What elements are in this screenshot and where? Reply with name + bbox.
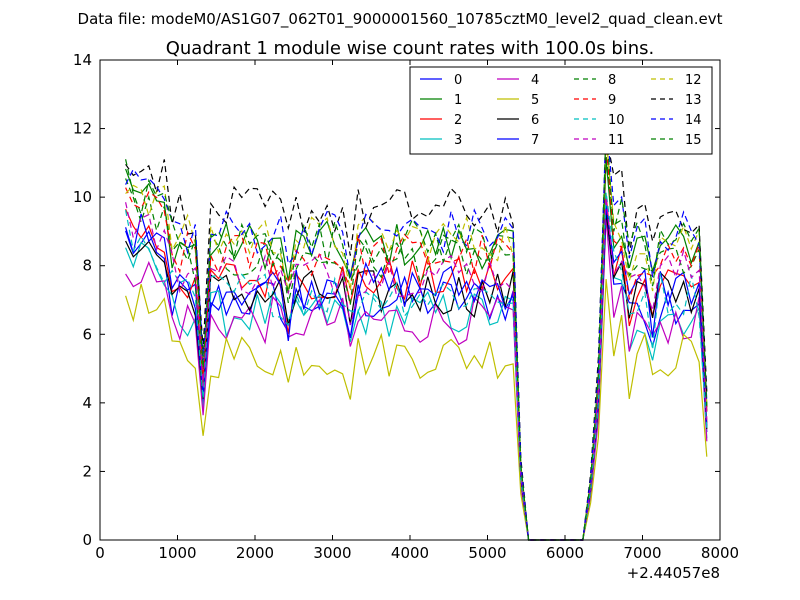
x-axis: 0 1000 2000 3000 4000 5000 6000 7000 8000 bbox=[95, 60, 739, 562]
chart-title: Quadrant 1 module wise count rates with … bbox=[166, 38, 655, 59]
legend-label-0: 0 bbox=[454, 73, 462, 88]
legend-label-13: 13 bbox=[685, 93, 702, 108]
x-tick-label: 4000 bbox=[391, 544, 429, 562]
x-tick-label: 2000 bbox=[236, 544, 274, 562]
x-tick-label: 7000 bbox=[623, 544, 661, 562]
series-line-14 bbox=[125, 119, 708, 541]
series-line-9 bbox=[125, 140, 708, 541]
legend-label-11: 11 bbox=[608, 133, 625, 148]
series-line-15 bbox=[125, 124, 708, 541]
legend-label-12: 12 bbox=[685, 73, 702, 88]
legend-label-9: 9 bbox=[608, 93, 616, 108]
y-tick-label: 8 bbox=[82, 257, 92, 275]
legend-label-2: 2 bbox=[454, 113, 462, 128]
y-tick-label: 14 bbox=[73, 51, 92, 69]
legend-label-14: 14 bbox=[685, 113, 702, 128]
series-line-1 bbox=[125, 158, 708, 541]
x-offset-label: +2.44057e8 bbox=[627, 564, 720, 582]
x-tick-label: 3000 bbox=[313, 544, 351, 562]
series-line-5 bbox=[125, 279, 708, 541]
legend-box bbox=[409, 66, 713, 155]
x-tick-label: 1000 bbox=[158, 544, 196, 562]
legend-label-15: 15 bbox=[685, 133, 702, 148]
legend-label-10: 10 bbox=[608, 113, 625, 128]
x-tick-label: 5000 bbox=[468, 544, 506, 562]
series-line-4 bbox=[125, 216, 708, 541]
y-tick-label: 6 bbox=[82, 325, 92, 343]
series-line-13 bbox=[125, 135, 708, 541]
y-tick-label: 10 bbox=[73, 188, 92, 206]
x-tick-label: 0 bbox=[95, 544, 105, 562]
legend-label-6: 6 bbox=[531, 113, 539, 128]
suptitle: Data file: modeM0/AS1G07_062T01_90000015… bbox=[78, 10, 723, 29]
series-line-10 bbox=[125, 192, 708, 541]
y-tick-label: 2 bbox=[82, 462, 92, 480]
legend-label-5: 5 bbox=[531, 93, 539, 108]
legend-label-4: 4 bbox=[531, 73, 539, 88]
legend-label-3: 3 bbox=[454, 133, 462, 148]
legend-label-8: 8 bbox=[608, 73, 616, 88]
x-tick-label: 8000 bbox=[701, 544, 739, 562]
series-layer bbox=[125, 119, 708, 541]
legend-label-1: 1 bbox=[454, 93, 462, 108]
y-tick-label: 12 bbox=[73, 120, 92, 138]
legend-label-7: 7 bbox=[531, 133, 539, 148]
x-tick-label: 6000 bbox=[546, 544, 584, 562]
y-tick-label: 0 bbox=[82, 531, 92, 549]
y-tick-label: 4 bbox=[82, 394, 92, 412]
